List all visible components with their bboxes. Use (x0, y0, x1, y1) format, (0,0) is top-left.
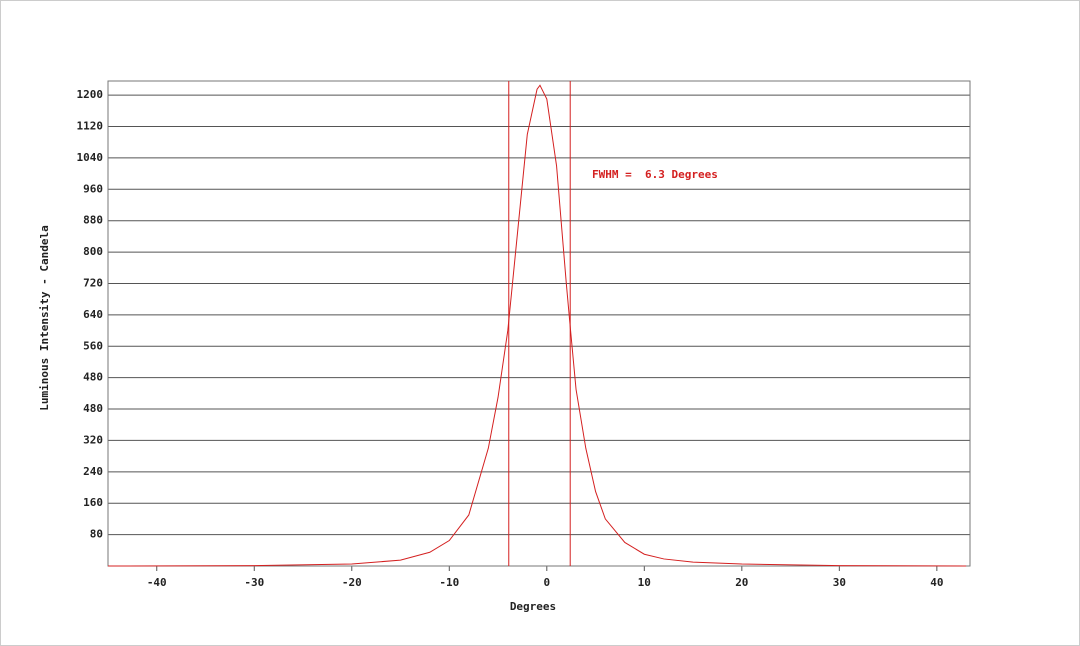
x-tick-label: 30 (833, 576, 846, 589)
plot-border (107, 80, 971, 567)
y-tick-label: 1120 (77, 120, 104, 133)
y-tick-label: 800 (83, 245, 103, 258)
x-tick-label: -10 (439, 576, 459, 589)
x-tick-label: 20 (735, 576, 748, 589)
y-tick-label: 880 (83, 214, 103, 227)
x-axis-label: Degrees (510, 600, 556, 613)
y-tick-label: 240 (83, 465, 103, 478)
y-tick-label: 80 (90, 528, 103, 541)
y-tick-label: 640 (83, 308, 103, 321)
x-tick-label: -30 (244, 576, 264, 589)
x-tick-label: 40 (930, 576, 943, 589)
y-tick-label: 320 (83, 433, 103, 446)
y-tick-label: 160 (83, 496, 103, 509)
x-tick-label: -20 (342, 576, 362, 589)
y-tick-label: 560 (83, 339, 103, 352)
y-tick-label: 960 (83, 182, 103, 195)
y-axis-label: Luminous Intensity - Candela (38, 225, 51, 410)
y-tick-label: 1040 (77, 151, 104, 164)
y-tick-label: 480 (83, 402, 103, 415)
x-tick-label: 0 (543, 576, 550, 589)
x-tick-label: 10 (638, 576, 651, 589)
annotation: FWHM = 6.3 Degrees (592, 168, 718, 181)
y-tick-label: 480 (83, 371, 103, 384)
y-tick-label: 720 (83, 276, 103, 289)
x-tick-label: -40 (147, 576, 167, 589)
curve (107, 84, 967, 567)
y-tick-label: 1200 (77, 88, 104, 101)
